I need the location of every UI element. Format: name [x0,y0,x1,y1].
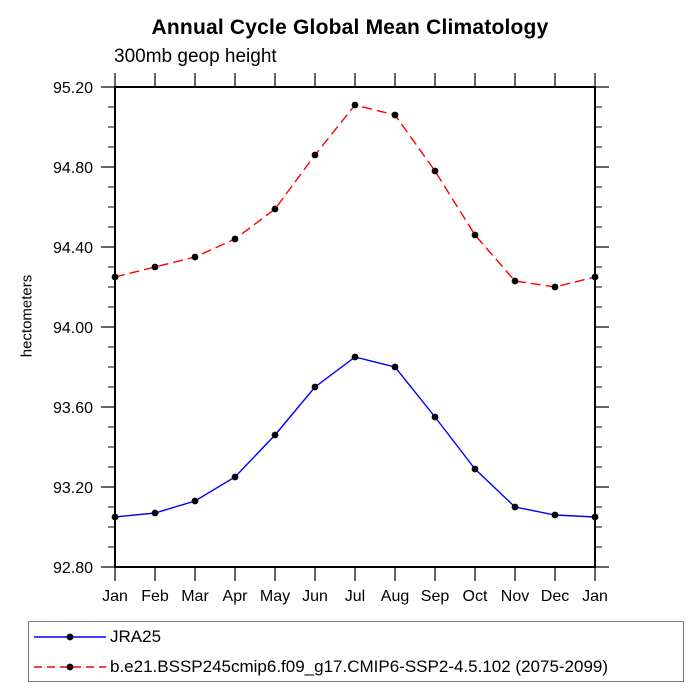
x-tick-label: Feb [141,588,169,605]
x-tick-label: Sep [421,588,450,605]
data-point-marker [471,231,479,239]
data-point-marker [511,277,519,285]
legend: JRA25 b.e21.BSSP245cmip6.f09_g17.CMIP6-S… [28,621,684,682]
x-tick-label: Nov [501,588,529,605]
legend-row-jra25: JRA25 [29,623,683,651]
y-tick-label: 93.60 [53,400,93,417]
legend-label-model: b.e21.BSSP245cmip6.f09_g17.CMIP6-SSP2-4.… [110,657,609,676]
y-tick-label: 94.40 [53,240,93,257]
data-point-marker [111,273,119,281]
x-tick-label: Aug [381,588,409,605]
series-line-0 [114,356,596,518]
y-tick-label: 92.80 [53,560,93,577]
x-tick-label: Apr [223,588,249,605]
x-tick-label: Jun [302,588,328,605]
data-point-marker [351,101,359,109]
y-tick-label: 94.00 [53,320,93,337]
data-point-marker [191,253,199,261]
chart-subtitle: 300mb geop height [114,46,277,67]
data-point-marker [551,511,559,519]
x-tick-label: May [260,588,290,605]
x-tick-label: Jan [102,588,128,605]
data-point-marker [431,167,439,175]
y-axis-label: hectometers [18,274,36,358]
data-point-marker [591,513,599,521]
x-tick-label: Oct [463,588,488,605]
y-tick-label: 95.20 [53,80,93,97]
data-point-marker [151,509,159,517]
y-tick-label: 94.80 [53,160,93,177]
annual-cycle-chart: 92.80 93.20 93.60 94.00 94.40 94.80 95.20 Jan Fe… [53,73,609,605]
x-tick-label: Dec [541,588,569,605]
data-point-marker [391,363,399,371]
series-line-1 [114,104,596,288]
data-point-marker [311,383,319,391]
data-point-marker [271,431,279,439]
data-point-marker [391,111,399,119]
x-tick-label: Jul [345,588,365,605]
data-point-marker [191,497,199,505]
data-point-marker [551,283,559,291]
x-tick-label: Jan [582,588,608,605]
legend-line-sample-icon [34,663,106,670]
legend-label-jra25: JRA25 [110,627,162,646]
data-point-marker [511,503,519,511]
chart-title: Annual Cycle Global Mean Climatology [151,16,549,39]
y-tick-label: 93.20 [53,480,93,497]
data-point-marker [231,235,239,243]
data-point-marker [311,151,319,159]
data-point-marker [431,413,439,421]
legend-row-model: b.e21.BSSP245cmip6.f09_g17.CMIP6-SSP2-4.… [29,653,683,681]
data-point-marker [271,205,279,213]
plot-frame [114,86,596,568]
data-point-marker [151,263,159,271]
data-point-marker [591,273,599,281]
data-point-marker [471,465,479,473]
data-point-marker [231,473,239,481]
legend-line-sample-icon [34,633,106,640]
x-tick-label: Mar [181,588,209,605]
data-point-marker [111,513,119,521]
data-point-marker [351,353,359,361]
